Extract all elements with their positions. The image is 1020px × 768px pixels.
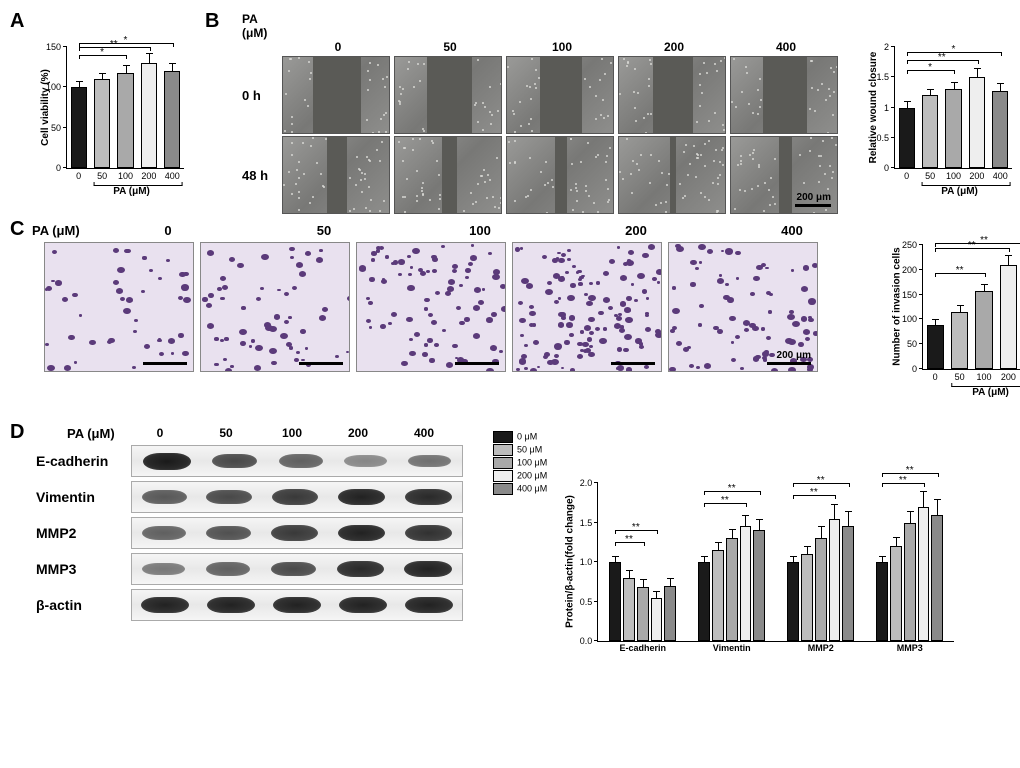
pa-label-d: PA (μM) — [67, 426, 127, 441]
figure: A 050100150050100200400****Cell viabilit… — [10, 10, 1010, 681]
pa-label: PA (μM) — [242, 12, 282, 40]
panel-d-label: D — [10, 421, 24, 444]
panel-c-label: C — [10, 218, 24, 241]
pa-label-c: PA (μM) — [32, 223, 90, 238]
panel-a-chart: 050100150050100200400****Cell viability … — [32, 20, 182, 205]
panel-d-blots: PA (μM) 050100200400 E-cadherinVimentinM… — [32, 426, 463, 625]
panel-b-label: B — [205, 10, 219, 33]
panel-b-micrographs: PA (μM) 0501002004000 h48 h200 μm — [242, 12, 842, 214]
panel-a-label: A — [10, 10, 24, 33]
panel-b-chart: 00.511.52050100200400****Relative wound … — [860, 20, 1010, 205]
panel-d-chart: 0.00.51.01.52.0****E-cadherin****Vimenti… — [557, 456, 957, 666]
panel-d-legend: 0 μM50 μM100 μM200 μM400 μM — [493, 431, 547, 496]
panel-c-micrographs: PA (μM) 050100200400 200 μm — [32, 223, 870, 372]
panel-c-chart: 050100150200250050100200400******Number … — [888, 218, 1010, 406]
